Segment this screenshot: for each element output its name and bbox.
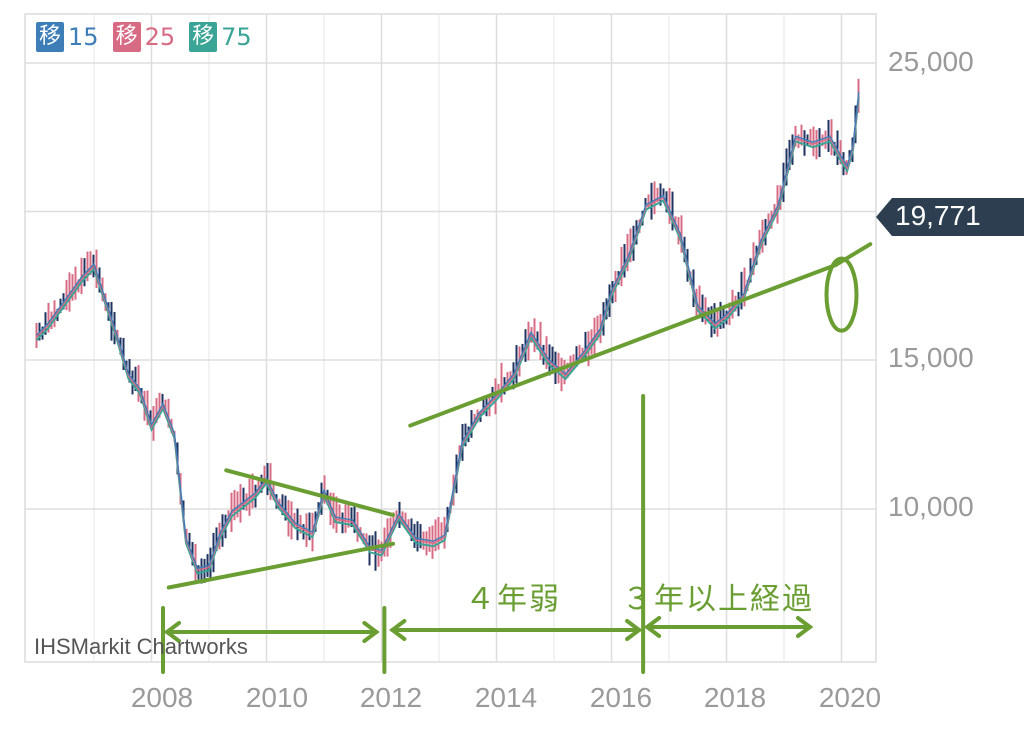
- highlight-circle: [824, 256, 859, 333]
- annotation-period-2: ３年以上経過: [622, 582, 814, 617]
- chart-grid: [24, 13, 877, 663]
- legend-ma25-label: 25: [144, 23, 176, 51]
- x-tick-2008: 2008: [130, 682, 194, 713]
- resistance-trendline-upper: [224, 468, 395, 518]
- legend-ma75-label: 75: [221, 23, 252, 51]
- legend-ma25-badge: 移: [112, 22, 141, 52]
- annotation-period-1: ４年弱: [465, 582, 561, 617]
- legend-ma75-badge: 移: [189, 22, 218, 52]
- chart-legend: 移 15 移 25 移 75: [36, 22, 252, 52]
- x-tick-2012: 2012: [359, 682, 423, 713]
- legend-ma15-badge: 移: [36, 22, 65, 52]
- legend-ma25[interactable]: 移 25: [112, 22, 176, 52]
- current-price-label: 19,771: [895, 200, 981, 231]
- arrow-2016-2020-head-right: [796, 616, 814, 638]
- legend-ma15-label: 15: [68, 23, 99, 51]
- x-tick-2018: 2018: [703, 682, 767, 713]
- x-tick-2014: 2014: [474, 682, 538, 713]
- chart-credit: IHSMarkit Chartworks: [34, 634, 248, 659]
- long-term-support-trendline: [408, 262, 838, 428]
- arrow-2016-2020-head-left: [643, 616, 662, 638]
- x-tick-2016: 2016: [589, 682, 653, 713]
- arrow-2008-2012-head-right: [362, 621, 380, 643]
- ma25-line: [35, 93, 860, 572]
- legend-ma75[interactable]: 移 75: [189, 22, 252, 52]
- arrow-2008-2012-head-left: [163, 621, 181, 643]
- support-trendline-lower: [166, 541, 395, 590]
- legend-ma15[interactable]: 移 15: [36, 22, 99, 52]
- arrow-2012-2016-head-right: [625, 619, 643, 641]
- x-tick-2020: 2020: [818, 682, 882, 713]
- long-term-support-extension: [833, 242, 873, 267]
- hand-drawn-annotations: [161, 242, 873, 674]
- y-tick-25000: 25,000: [888, 46, 974, 77]
- arrow-2012-2016-head-left: [389, 619, 407, 641]
- price-candles: [35, 78, 860, 584]
- plot-frame: [24, 13, 877, 663]
- y-tick-10000: 10,000: [888, 491, 974, 522]
- y-tick-15000: 15,000: [888, 342, 974, 373]
- x-tick-2010: 2010: [245, 682, 309, 713]
- moving-average-lines: [35, 91, 860, 575]
- current-price-tag: [876, 198, 1024, 236]
- ma75-line: [35, 96, 860, 575]
- ma15-line: [35, 91, 860, 570]
